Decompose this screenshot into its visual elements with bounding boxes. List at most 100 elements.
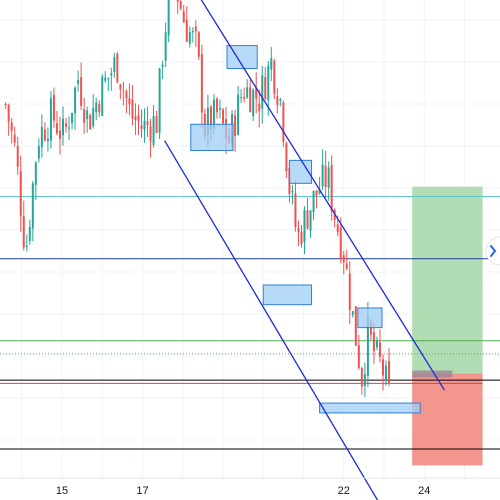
candle-up: [212, 99, 215, 129]
candle-up: [71, 112, 74, 124]
time-axis-tick-label: 17: [136, 485, 148, 497]
candle-up: [237, 94, 240, 135]
candle-down: [381, 359, 384, 376]
zone-rectangle[interactable]: [226, 45, 258, 70]
candle-down: [137, 115, 140, 122]
candle-up: [267, 65, 270, 101]
channel-line[interactable]: [179, 0, 445, 391]
candle-down: [140, 125, 143, 129]
candle-up: [37, 146, 40, 159]
scroll-button-circle[interactable]: [485, 236, 500, 266]
candle-up: [31, 183, 34, 229]
candle-down: [146, 121, 149, 126]
candle-down: [300, 231, 303, 245]
candle-down: [215, 98, 218, 113]
candle-down: [19, 171, 22, 216]
candle-down: [372, 332, 375, 352]
entry-line[interactable]: [412, 370, 453, 378]
candle-up: [279, 99, 282, 101]
candle-down: [209, 106, 212, 130]
candle-down: [360, 368, 363, 387]
candle-down: [388, 360, 391, 383]
candle-down: [52, 94, 55, 121]
candle-down: [134, 116, 137, 120]
candle-up: [246, 87, 249, 98]
candle-up: [167, 0, 170, 36]
candle-up: [46, 138, 49, 142]
candle-up: [312, 190, 315, 213]
candle-up: [321, 164, 324, 187]
supply-demand-zones[interactable]: [167, 0, 453, 414]
candle-up: [270, 58, 273, 70]
horizontal-levels[interactable]: [0, 0, 500, 450]
channel-line[interactable]: [164, 140, 388, 500]
zone-rectangle[interactable]: [319, 402, 421, 414]
time-axis-tick-label: 22: [338, 485, 350, 497]
time-axis: 1517222429: [0, 477, 500, 497]
candle-up: [40, 126, 43, 148]
candle-up: [252, 89, 255, 117]
candle-up: [303, 209, 306, 243]
stop-zone[interactable]: [412, 373, 483, 466]
candle-down: [294, 193, 297, 228]
candle-down: [119, 84, 122, 90]
descending-channel[interactable]: [164, 0, 445, 500]
candle-down: [285, 143, 288, 172]
candle-up: [351, 311, 354, 315]
candle-down: [348, 273, 351, 310]
candle-up: [104, 77, 107, 81]
candle-up: [62, 118, 65, 136]
candle-down: [83, 109, 86, 123]
candle-up: [327, 167, 330, 188]
target-zone[interactable]: [412, 186, 483, 374]
candle-down: [125, 91, 128, 99]
candle-down: [155, 115, 158, 133]
candle-down: [149, 126, 152, 142]
candle-down: [378, 342, 381, 357]
zone-rectangle[interactable]: [288, 159, 313, 184]
candle-down: [185, 20, 188, 42]
candle-up: [113, 57, 116, 72]
candle-down: [4, 104, 7, 106]
candle-down: [315, 190, 318, 196]
candle-down: [7, 104, 10, 122]
candle-down: [116, 53, 119, 83]
chevron-right-icon: [490, 245, 497, 257]
candle-down: [264, 77, 267, 99]
candle-up: [318, 189, 321, 194]
time-axis-tick-label: 15: [56, 485, 68, 497]
candle-down: [194, 26, 197, 32]
candle-up: [375, 340, 378, 348]
candle-up: [77, 80, 80, 84]
candle-up: [107, 77, 110, 79]
candle-up: [309, 210, 312, 231]
candle-up: [95, 102, 98, 113]
candle-down: [22, 216, 25, 248]
zone-rectangle[interactable]: [190, 123, 234, 152]
candle-down: [122, 90, 125, 92]
candle-down: [357, 344, 360, 368]
candle-down: [10, 122, 13, 131]
candle-up: [74, 87, 77, 114]
long-position-tool[interactable]: [412, 186, 483, 466]
candle-up: [143, 120, 146, 130]
candle-up: [291, 190, 294, 193]
zone-rectangle[interactable]: [357, 307, 383, 329]
candle-up: [218, 108, 221, 110]
candle-down: [43, 129, 46, 141]
candle-down: [131, 99, 134, 119]
candle-down: [182, 11, 185, 23]
candle-up: [164, 32, 167, 61]
candle-down: [354, 306, 357, 346]
candle-up: [191, 30, 194, 33]
candle-down: [222, 109, 224, 124]
candle-down: [80, 77, 83, 106]
scroll-to-realtime-button[interactable]: [485, 236, 500, 266]
zone-rectangle[interactable]: [262, 284, 313, 306]
candle-down: [276, 96, 279, 105]
candle-up: [385, 365, 388, 381]
candle-up: [206, 107, 209, 136]
candle-up: [363, 374, 366, 386]
candle-down: [336, 224, 339, 233]
